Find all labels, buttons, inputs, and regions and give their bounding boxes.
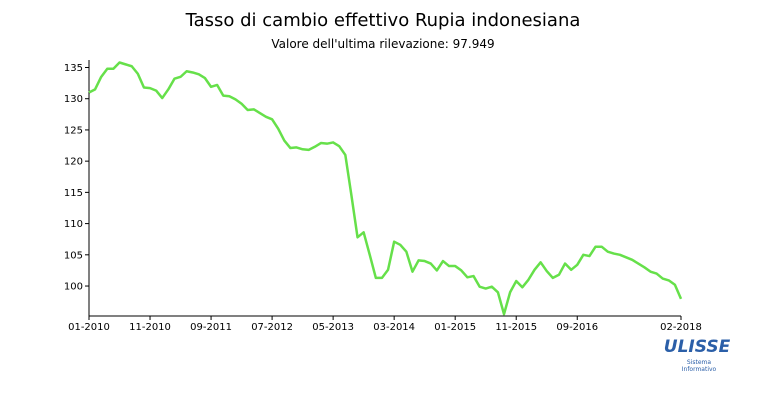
x-tick-label: 02-2018	[660, 322, 702, 333]
y-tick-label: 130	[64, 94, 83, 105]
x-tick-label: 07-2012	[251, 322, 293, 333]
chart-title: Tasso di cambio effettivo Rupia indonesi…	[185, 10, 581, 31]
x-tick-label: 01-2015	[434, 322, 476, 333]
logo-line: Informativo	[682, 366, 717, 373]
x-tick-label: 11-2015	[495, 322, 537, 333]
x-tick-label: 09-2016	[556, 322, 598, 333]
logo-line: Sistema	[687, 359, 711, 366]
x-tick-label: 05-2013	[312, 322, 354, 333]
y-tick-label: 115	[64, 188, 83, 199]
x-tick-label: 09-2011	[190, 322, 232, 333]
y-tick-label: 100	[64, 282, 83, 293]
line	[88, 61, 683, 316]
y-tick-label: 105	[64, 250, 83, 261]
chart-subtitle: Valore dell'ultima rilevazione: 97.949	[271, 37, 494, 51]
logo-name: ULISSE	[664, 337, 731, 357]
x-tick-label: 01-2010	[68, 322, 110, 333]
x-tick-label: 03-2014	[373, 322, 415, 333]
y-tick-label: 125	[64, 125, 83, 136]
x-tick-label: 11-2010	[129, 322, 171, 333]
y-tick-label: 135	[64, 63, 83, 74]
y-tick-label: 110	[64, 219, 83, 230]
logo: ULISSE Sistema Informativo	[664, 337, 731, 373]
y-tick-label: 120	[64, 157, 83, 168]
